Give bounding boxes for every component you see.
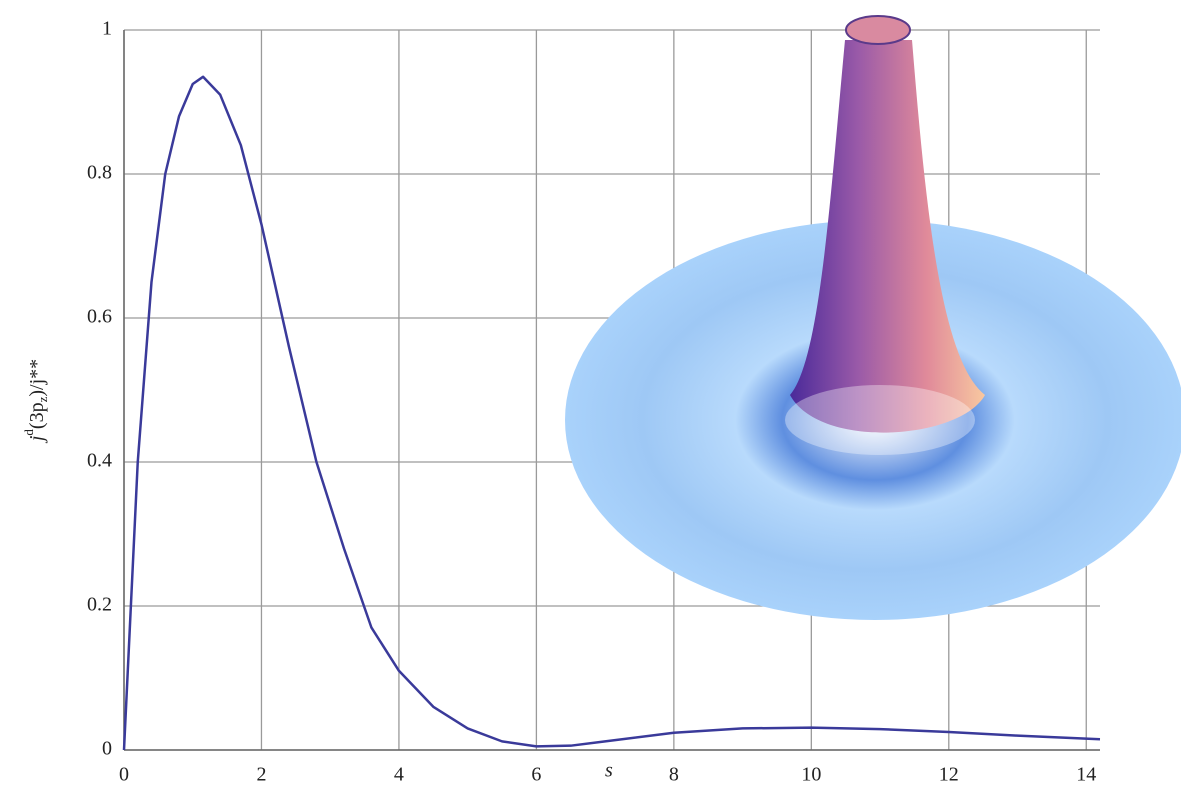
y-label-part: d (21, 429, 36, 436)
x-tick-label: 14 (1076, 764, 1096, 786)
y-tick-label: 0 (102, 738, 112, 760)
y-tick-label: 1 (102, 18, 112, 40)
peak-base (785, 385, 975, 455)
y-axis-label: jd(3pz)/j** (21, 359, 50, 444)
x-axis-label: s (605, 760, 613, 782)
inset-image (565, 15, 1181, 620)
x-tick-label: 6 (531, 764, 541, 786)
y-tick-label: 0.4 (87, 450, 112, 472)
x-tick-label: 8 (669, 764, 679, 786)
x-tick-label: 10 (801, 764, 821, 786)
x-tick-label: 2 (256, 764, 266, 786)
y-label-part: (3p (26, 402, 48, 429)
y-label-part: z (35, 396, 50, 402)
y-tick-label: 0.2 (87, 594, 112, 616)
x-tick-label: 12 (939, 764, 959, 786)
y-label-part: j (26, 435, 48, 444)
x-tick-label: 4 (394, 764, 404, 786)
y-label-part: )/j** (26, 359, 48, 397)
line (122, 75, 1101, 751)
peak (790, 40, 985, 433)
x-tick-label: 0 (119, 764, 129, 786)
y-tick-label: 0.6 (87, 306, 112, 328)
y-tick-label: 0.8 (87, 162, 112, 184)
peak-top (845, 15, 911, 45)
